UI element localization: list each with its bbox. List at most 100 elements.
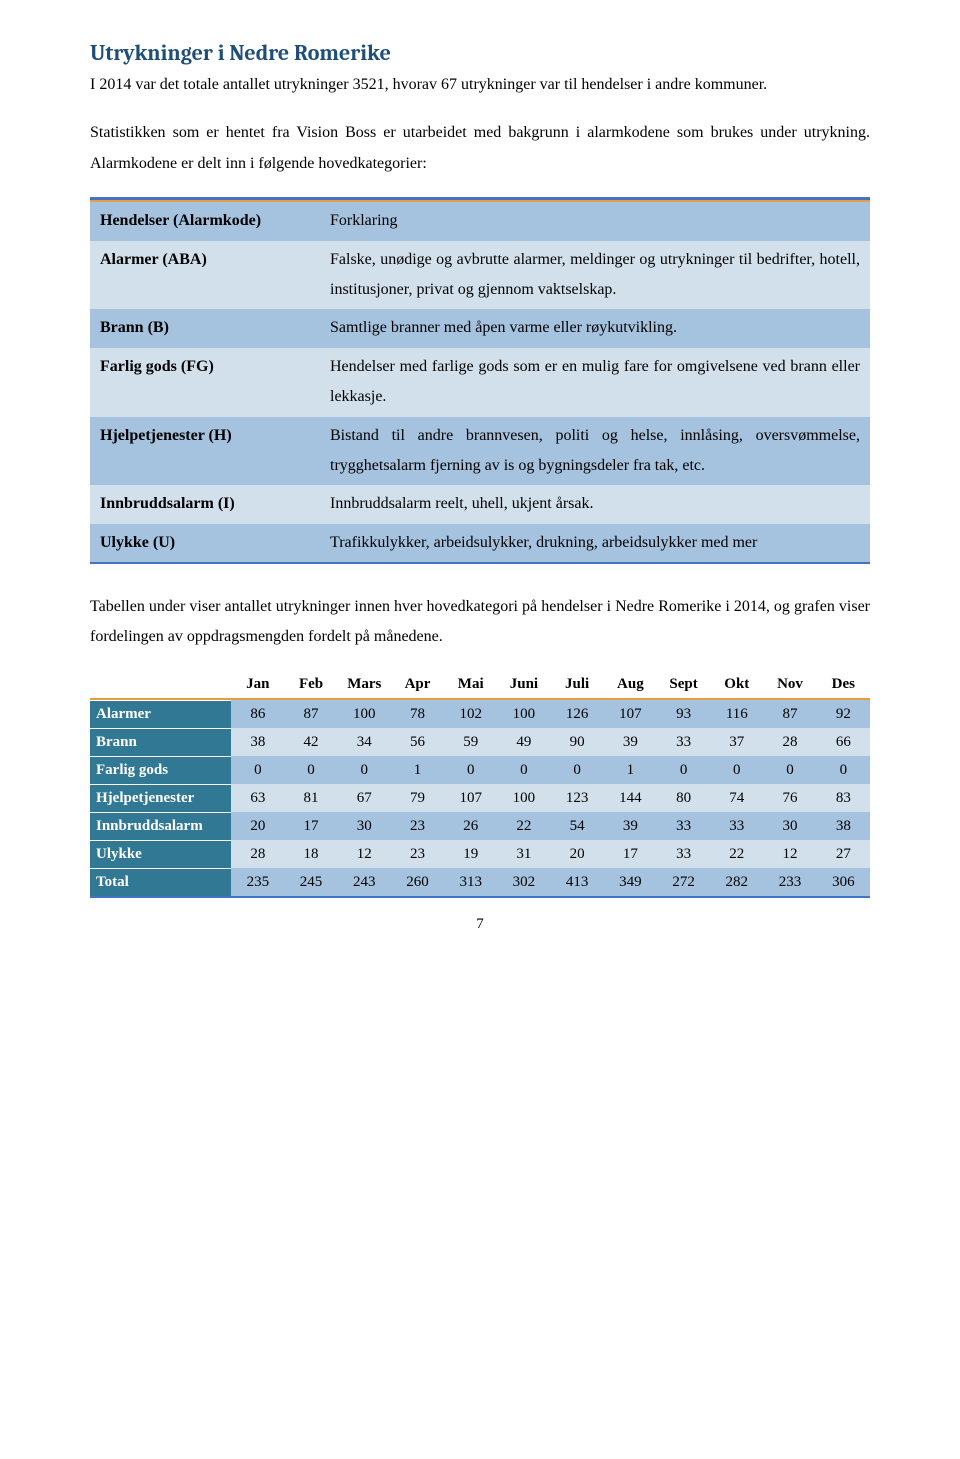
cell: 80 xyxy=(657,784,710,812)
month-header: Apr xyxy=(391,671,444,699)
cell: 31 xyxy=(497,840,550,868)
def-term: Ulykke (U) xyxy=(90,524,320,563)
cell: 78 xyxy=(391,700,444,728)
cell: 116 xyxy=(710,700,763,728)
cell: 302 xyxy=(497,868,550,897)
cell: 313 xyxy=(444,868,497,897)
cell: 107 xyxy=(604,700,657,728)
cell: 17 xyxy=(284,812,337,840)
cell: 66 xyxy=(817,728,870,756)
month-header: Des xyxy=(817,671,870,699)
row-label: Brann xyxy=(90,728,231,756)
cell: 20 xyxy=(231,812,284,840)
cell: 0 xyxy=(763,756,816,784)
cell: 87 xyxy=(284,700,337,728)
table-row: Hjelpetjenester 638167791071001231448074… xyxy=(90,784,870,812)
cell: 102 xyxy=(444,700,497,728)
monthly-data-table: Jan Feb Mars Apr Mai Juni Juli Aug Sept … xyxy=(90,671,870,898)
cell: 282 xyxy=(710,868,763,897)
month-header: Sept xyxy=(657,671,710,699)
month-header: Mai xyxy=(444,671,497,699)
def-term: Alarmer (ABA) xyxy=(90,241,320,310)
cell: 81 xyxy=(284,784,337,812)
cell: 38 xyxy=(231,728,284,756)
cell: 23 xyxy=(391,812,444,840)
row-label: Hjelpetjenester xyxy=(90,784,231,812)
cell: 243 xyxy=(338,868,391,897)
cell: 0 xyxy=(444,756,497,784)
cell: 306 xyxy=(817,868,870,897)
cell: 100 xyxy=(497,784,550,812)
cell: 12 xyxy=(338,840,391,868)
month-header: Nov xyxy=(763,671,816,699)
intro-paragraph-1: I 2014 var det totale antallet utrykning… xyxy=(90,70,870,100)
cell: 1 xyxy=(604,756,657,784)
cell: 92 xyxy=(817,700,870,728)
cell: 260 xyxy=(391,868,444,897)
def-term: Farlig gods (FG) xyxy=(90,348,320,417)
cell: 0 xyxy=(657,756,710,784)
cell: 67 xyxy=(338,784,391,812)
month-header: Juli xyxy=(551,671,604,699)
cell: 42 xyxy=(284,728,337,756)
cell: 349 xyxy=(604,868,657,897)
row-label: Ulykke xyxy=(90,840,231,868)
cell: 26 xyxy=(444,812,497,840)
cell: 235 xyxy=(231,868,284,897)
total-label: Total xyxy=(90,868,231,897)
cell: 28 xyxy=(763,728,816,756)
month-header: Juni xyxy=(497,671,550,699)
cell: 18 xyxy=(284,840,337,868)
cell: 33 xyxy=(657,840,710,868)
cell: 19 xyxy=(444,840,497,868)
row-label: Innbruddsalarm xyxy=(90,812,231,840)
cell: 54 xyxy=(551,812,604,840)
cell: 1 xyxy=(391,756,444,784)
cell: 59 xyxy=(444,728,497,756)
cell: 100 xyxy=(338,700,391,728)
cell: 233 xyxy=(763,868,816,897)
cell: 22 xyxy=(497,812,550,840)
cell: 20 xyxy=(551,840,604,868)
cell: 74 xyxy=(710,784,763,812)
cell: 30 xyxy=(338,812,391,840)
cell: 87 xyxy=(763,700,816,728)
cell: 83 xyxy=(817,784,870,812)
cell: 39 xyxy=(604,728,657,756)
cell: 0 xyxy=(551,756,604,784)
cell: 27 xyxy=(817,840,870,868)
month-header: Okt xyxy=(710,671,763,699)
month-header: Feb xyxy=(284,671,337,699)
cell: 23 xyxy=(391,840,444,868)
table-row: Farlig gods 000100010000 xyxy=(90,756,870,784)
cell: 39 xyxy=(604,812,657,840)
row-label: Farlig gods xyxy=(90,756,231,784)
cell: 33 xyxy=(657,812,710,840)
table-row: Ulykke 281812231931201733221227 xyxy=(90,840,870,868)
cell: 93 xyxy=(657,700,710,728)
cell: 34 xyxy=(338,728,391,756)
cell: 86 xyxy=(231,700,284,728)
cell: 33 xyxy=(657,728,710,756)
cell: 37 xyxy=(710,728,763,756)
cell: 245 xyxy=(284,868,337,897)
def-header-right: Forklaring xyxy=(320,202,870,240)
month-header: Mars xyxy=(338,671,391,699)
cell: 33 xyxy=(710,812,763,840)
month-header: Aug xyxy=(604,671,657,699)
cell: 0 xyxy=(284,756,337,784)
table-row-total: Total 2352452432603133024133492722822333… xyxy=(90,868,870,897)
cell: 126 xyxy=(551,700,604,728)
cell: 38 xyxy=(817,812,870,840)
cell: 12 xyxy=(763,840,816,868)
month-header: Jan xyxy=(231,671,284,699)
cell: 0 xyxy=(231,756,284,784)
table-row: Brann 384234565949903933372866 xyxy=(90,728,870,756)
cell: 49 xyxy=(497,728,550,756)
cell: 0 xyxy=(338,756,391,784)
definition-table: Hendelser (Alarmkode) Forklaring Alarmer… xyxy=(90,197,870,564)
page-number: 7 xyxy=(90,916,870,933)
cell: 413 xyxy=(551,868,604,897)
def-term: Brann (B) xyxy=(90,309,320,347)
cell: 76 xyxy=(763,784,816,812)
